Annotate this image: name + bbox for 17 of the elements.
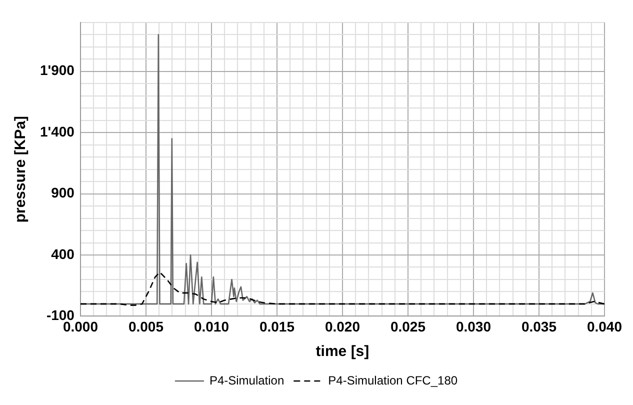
x-tick-label: 0.025 — [390, 318, 426, 334]
x-tick-label: 0.020 — [324, 318, 360, 334]
y-tick-label: 1'900 — [40, 62, 75, 78]
x-tick-label: 0.040 — [586, 318, 622, 334]
x-tick-label: 0.030 — [456, 318, 492, 334]
legend-label: P4-Simulation — [209, 373, 284, 388]
y-axis-title: pressure [KPa] — [12, 116, 30, 223]
x-axis-title: time [s] — [316, 343, 370, 360]
y-tick-label: 400 — [51, 246, 75, 262]
line-series — [80, 271, 604, 306]
x-tick-label: 0.035 — [521, 318, 557, 334]
legend-label: P4-Simulation CFC_180 — [328, 373, 458, 388]
y-tick-label: 900 — [51, 184, 75, 201]
x-tick-label: 0.015 — [259, 318, 295, 334]
x-tick-label: 0.010 — [194, 318, 230, 334]
y-tick-label: 1'400 — [40, 123, 75, 140]
x-tick-label: 0.005 — [128, 318, 164, 334]
